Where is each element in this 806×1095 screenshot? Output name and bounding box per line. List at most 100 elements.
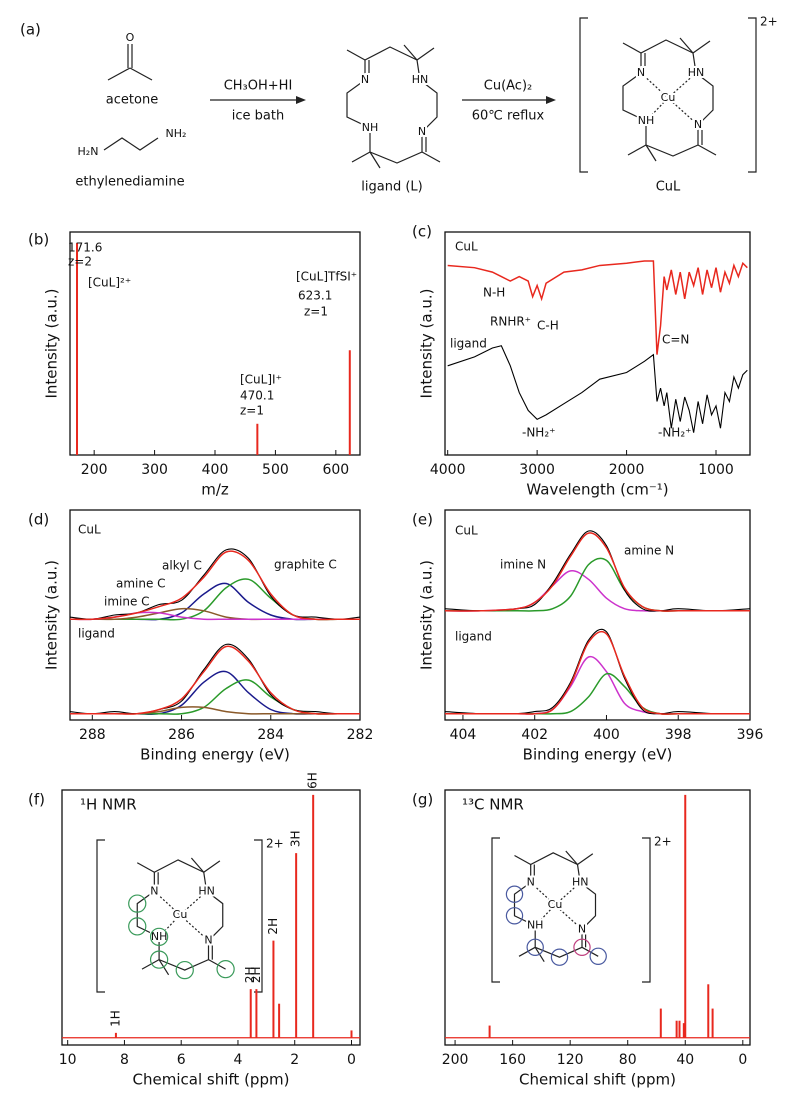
annotation: 171.6 — [68, 241, 102, 255]
atom-highlight — [505, 907, 524, 925]
x-tick-label: 6 — [177, 1052, 186, 1068]
reaction-condition: CH₃OH+HI — [224, 79, 293, 94]
chart-title: ¹³C NMR — [462, 796, 524, 814]
y-axis-title: Intensity (a.u.) — [43, 289, 61, 399]
spectrum-line — [444, 530, 751, 612]
annotation: 470.1 — [240, 389, 274, 403]
atom-label: NH — [527, 919, 544, 932]
annotation: [CuL]I⁺ — [240, 373, 282, 387]
x-tick-label: 400 — [202, 462, 229, 478]
atom-label: NH — [151, 930, 168, 943]
spectrum-line — [444, 532, 750, 612]
molecule-bond — [565, 850, 578, 865]
x-tick-label: 286 — [168, 727, 195, 743]
molecule-bond — [577, 853, 594, 865]
panel-label: (e) — [412, 511, 433, 529]
molecule-bond — [645, 144, 657, 162]
annotation: C-H — [537, 319, 559, 333]
atom-label: NH₂ — [166, 127, 187, 140]
x-tick-label: 398 — [665, 727, 692, 743]
bracket — [748, 17, 757, 173]
coordination-bond — [667, 97, 699, 126]
plot-frame — [69, 509, 361, 721]
spectrum-line — [69, 550, 360, 621]
molecule-bond — [346, 46, 438, 164]
annotation: graphite C — [274, 558, 337, 572]
molecule-bond — [403, 44, 418, 61]
atom-label: Cu — [548, 898, 563, 911]
atom-label: HN — [412, 73, 429, 86]
molecule-bond — [346, 49, 366, 61]
y-axis-title: Intensity (a.u.) — [418, 289, 436, 399]
charge-label: 2+ — [266, 837, 284, 851]
annotation: alkyl C — [162, 559, 202, 573]
annotation: N-H — [483, 286, 505, 300]
atom-label: H₂N — [78, 145, 99, 158]
x-tick-label: 120 — [557, 1052, 584, 1068]
atom-label: Cu — [661, 91, 676, 104]
bracket — [491, 837, 500, 983]
x-tick-label: 400 — [593, 727, 620, 743]
atom-highlight — [149, 950, 169, 969]
spectrum-line — [444, 630, 750, 715]
y-axis-title: Intensity (a.u.) — [43, 560, 61, 670]
atom-label: HN — [688, 66, 705, 79]
annotation: z=2 — [68, 255, 92, 269]
spectrum-line — [69, 643, 361, 715]
atom-highlight — [550, 948, 569, 966]
x-axis-title: Chemical shift (ppm) — [519, 1071, 676, 1089]
atom-label: N — [637, 66, 645, 79]
plot-frame — [444, 789, 751, 1046]
peak-label: 2H — [243, 966, 257, 983]
reaction-condition: ice bath — [232, 109, 284, 124]
molecule-bond — [518, 946, 536, 957]
bracket — [254, 839, 263, 993]
x-tick-label: 300 — [141, 462, 168, 478]
peak-label: 1H — [108, 1010, 122, 1027]
compound-name: CuL — [656, 180, 681, 195]
molecule-bond — [141, 959, 160, 970]
molecule-bond — [697, 144, 717, 156]
annotation: amine N — [624, 544, 674, 558]
atom-highlight — [589, 947, 607, 966]
x-axis-title: Wavelength (cm⁻¹) — [526, 481, 668, 499]
annotation: C=N — [662, 333, 689, 347]
x-tick-label: 396 — [737, 727, 764, 743]
bracket — [579, 17, 588, 173]
charge-label: 2+ — [760, 15, 778, 29]
x-tick-label: 0 — [347, 1052, 356, 1068]
atom-highlight — [526, 938, 544, 957]
reaction-condition: 60℃ reflux — [472, 109, 545, 124]
peak-label: 6H — [306, 772, 320, 789]
atom-label: N — [694, 118, 702, 131]
x-axis-title: m/z — [201, 481, 229, 499]
molecule-bond — [369, 151, 381, 169]
x-tick-label: 40 — [676, 1052, 694, 1068]
molecule-bond — [351, 151, 371, 163]
ethylenediamine-structure — [103, 137, 159, 151]
spectrum-line — [447, 345, 748, 433]
y-axis-title: Intensity (a.u.) — [418, 560, 436, 670]
compound-name: ligand (L) — [361, 180, 422, 195]
x-tick-label: 282 — [347, 727, 374, 743]
x-tick-label: 160 — [499, 1052, 526, 1068]
annotation: CuL — [455, 524, 478, 538]
panel-label: (c) — [412, 223, 432, 241]
x-axis-title: Chemical shift (ppm) — [133, 1071, 290, 1089]
x-tick-label: 500 — [262, 462, 289, 478]
atom-highlight — [149, 927, 169, 946]
molecule-bond — [136, 862, 155, 873]
spectrum-line — [69, 706, 360, 715]
annotation: imine N — [500, 558, 546, 572]
annotation: [CuL]TfSI⁺ — [296, 270, 357, 284]
annotation: imine C — [104, 595, 150, 609]
molecule-bond — [203, 860, 221, 873]
spectrum-line — [444, 672, 750, 715]
panel-label: (f) — [28, 791, 45, 809]
x-tick-label: 404 — [450, 727, 477, 743]
x-tick-label: 0 — [738, 1052, 747, 1068]
molecule-bond — [421, 151, 441, 163]
atom-label: HN — [198, 884, 215, 897]
spectrum-line — [445, 557, 750, 612]
